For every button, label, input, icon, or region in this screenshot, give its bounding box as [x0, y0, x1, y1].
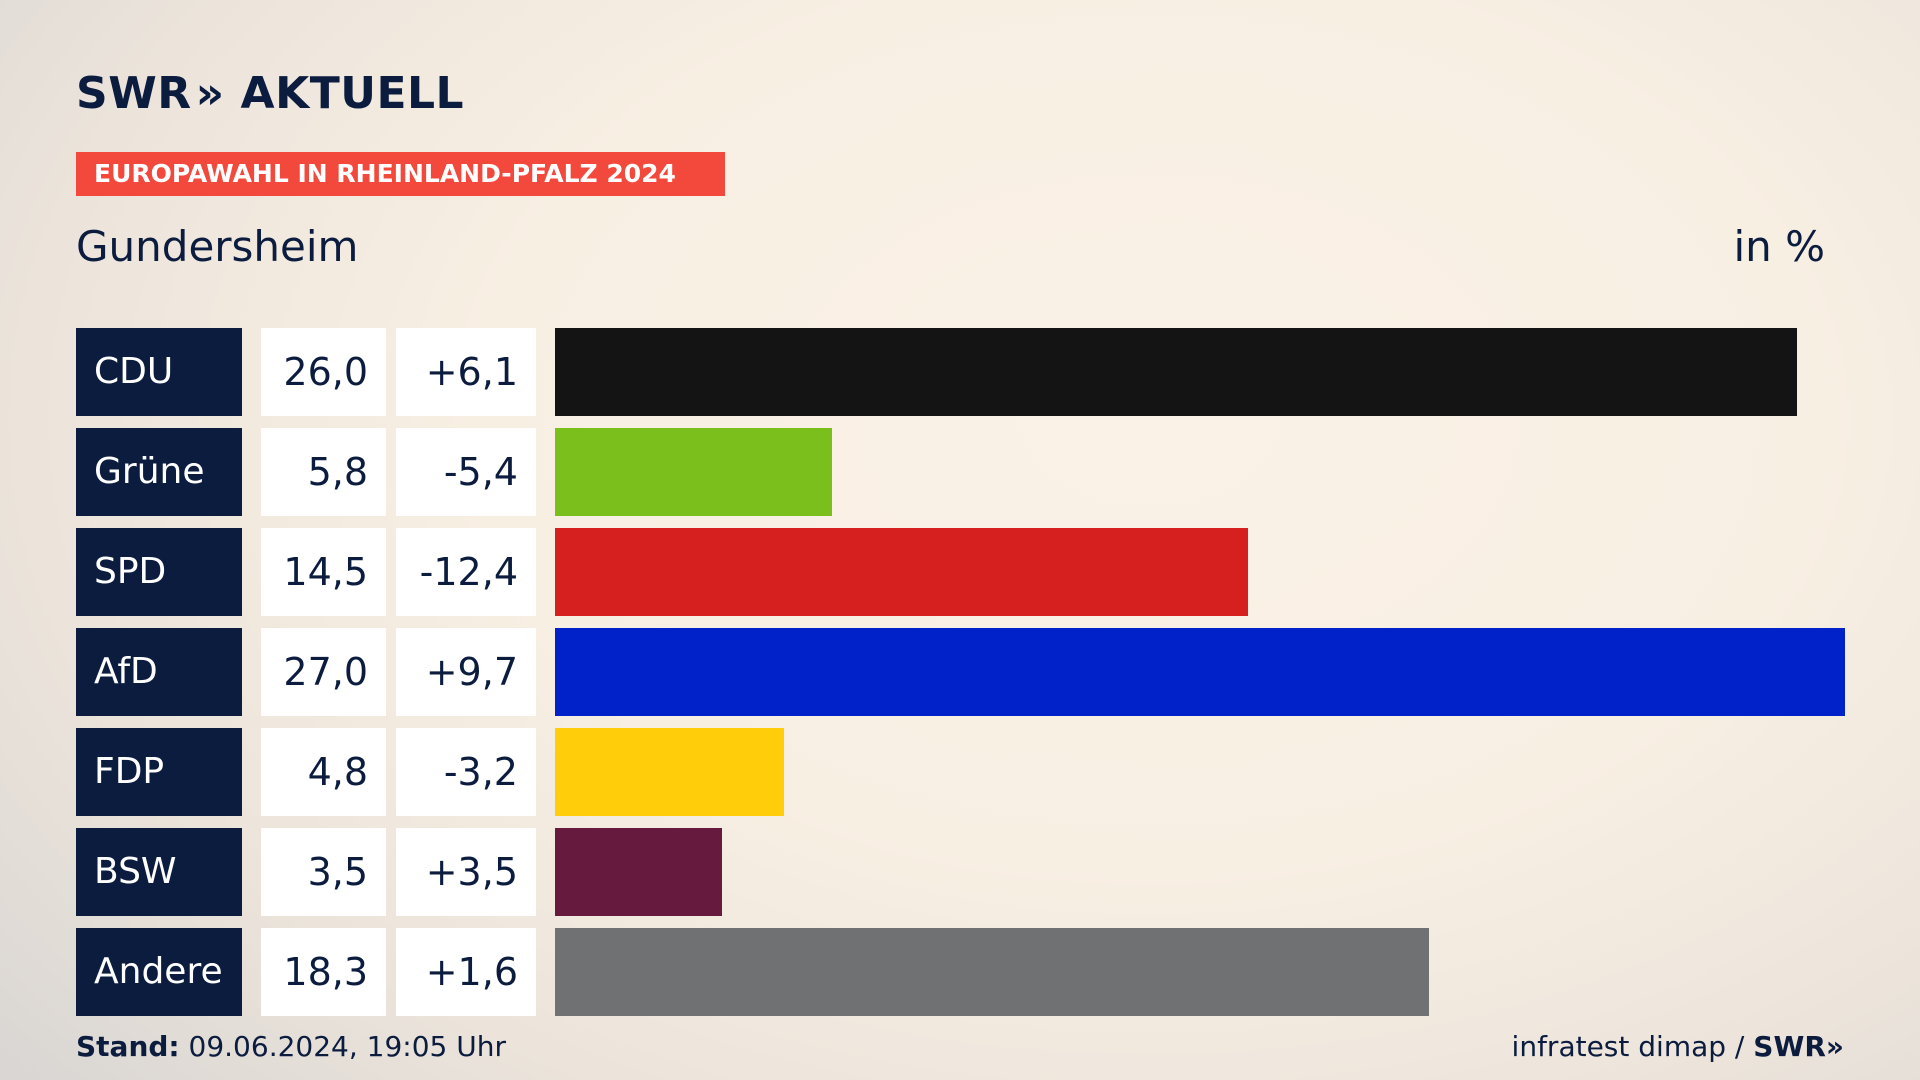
logo-text: SWR — [76, 67, 192, 119]
change-label: +1,6 — [396, 928, 536, 1016]
party-label: Andere — [76, 928, 242, 1016]
bar — [555, 428, 832, 516]
change-label: -5,4 — [396, 428, 536, 516]
logo-suffix: AKTUELL — [240, 67, 465, 119]
value-label: 14,5 — [261, 528, 386, 616]
change-label: +3,5 — [396, 828, 536, 916]
source-text: infratest dimap / — [1511, 1030, 1745, 1063]
party-label: FDP — [76, 728, 242, 816]
value-label: 18,3 — [261, 928, 386, 1016]
bar — [555, 628, 1845, 716]
timestamp: Stand: 09.06.2024, 19:05 Uhr — [76, 1030, 506, 1063]
value-label: 3,5 — [261, 828, 386, 916]
party-label: CDU — [76, 328, 242, 416]
value-label: 27,0 — [261, 628, 386, 716]
change-label: -12,4 — [396, 528, 536, 616]
change-label: -3,2 — [396, 728, 536, 816]
stand-value: 09.06.2024, 19:05 Uhr — [188, 1030, 506, 1063]
source-logo: SWR — [1753, 1030, 1826, 1063]
unit-label: in % — [1733, 222, 1825, 271]
change-label: +9,7 — [396, 628, 536, 716]
bar — [555, 728, 784, 816]
party-label: SPD — [76, 528, 242, 616]
bar — [555, 928, 1429, 1016]
swr-aktuell-logo: SWR » AKTUELL — [76, 67, 465, 119]
region-title: Gundersheim — [76, 222, 359, 271]
change-label: +6,1 — [396, 328, 536, 416]
source-credit: infratest dimap / SWR» — [1512, 1030, 1844, 1063]
party-label: Grüne — [76, 428, 242, 516]
value-label: 26,0 — [261, 328, 386, 416]
election-banner: EUROPAWAHL IN RHEINLAND-PFALZ 2024 — [76, 152, 725, 196]
party-label: BSW — [76, 828, 242, 916]
bar — [555, 528, 1248, 616]
chevron-icon: » — [1825, 1030, 1844, 1063]
bar — [555, 828, 722, 916]
value-label: 4,8 — [261, 728, 386, 816]
bar — [555, 328, 1797, 416]
chevron-icon: » — [195, 67, 225, 119]
party-label: AfD — [76, 628, 242, 716]
stand-label: Stand: — [76, 1030, 180, 1063]
value-label: 5,8 — [261, 428, 386, 516]
